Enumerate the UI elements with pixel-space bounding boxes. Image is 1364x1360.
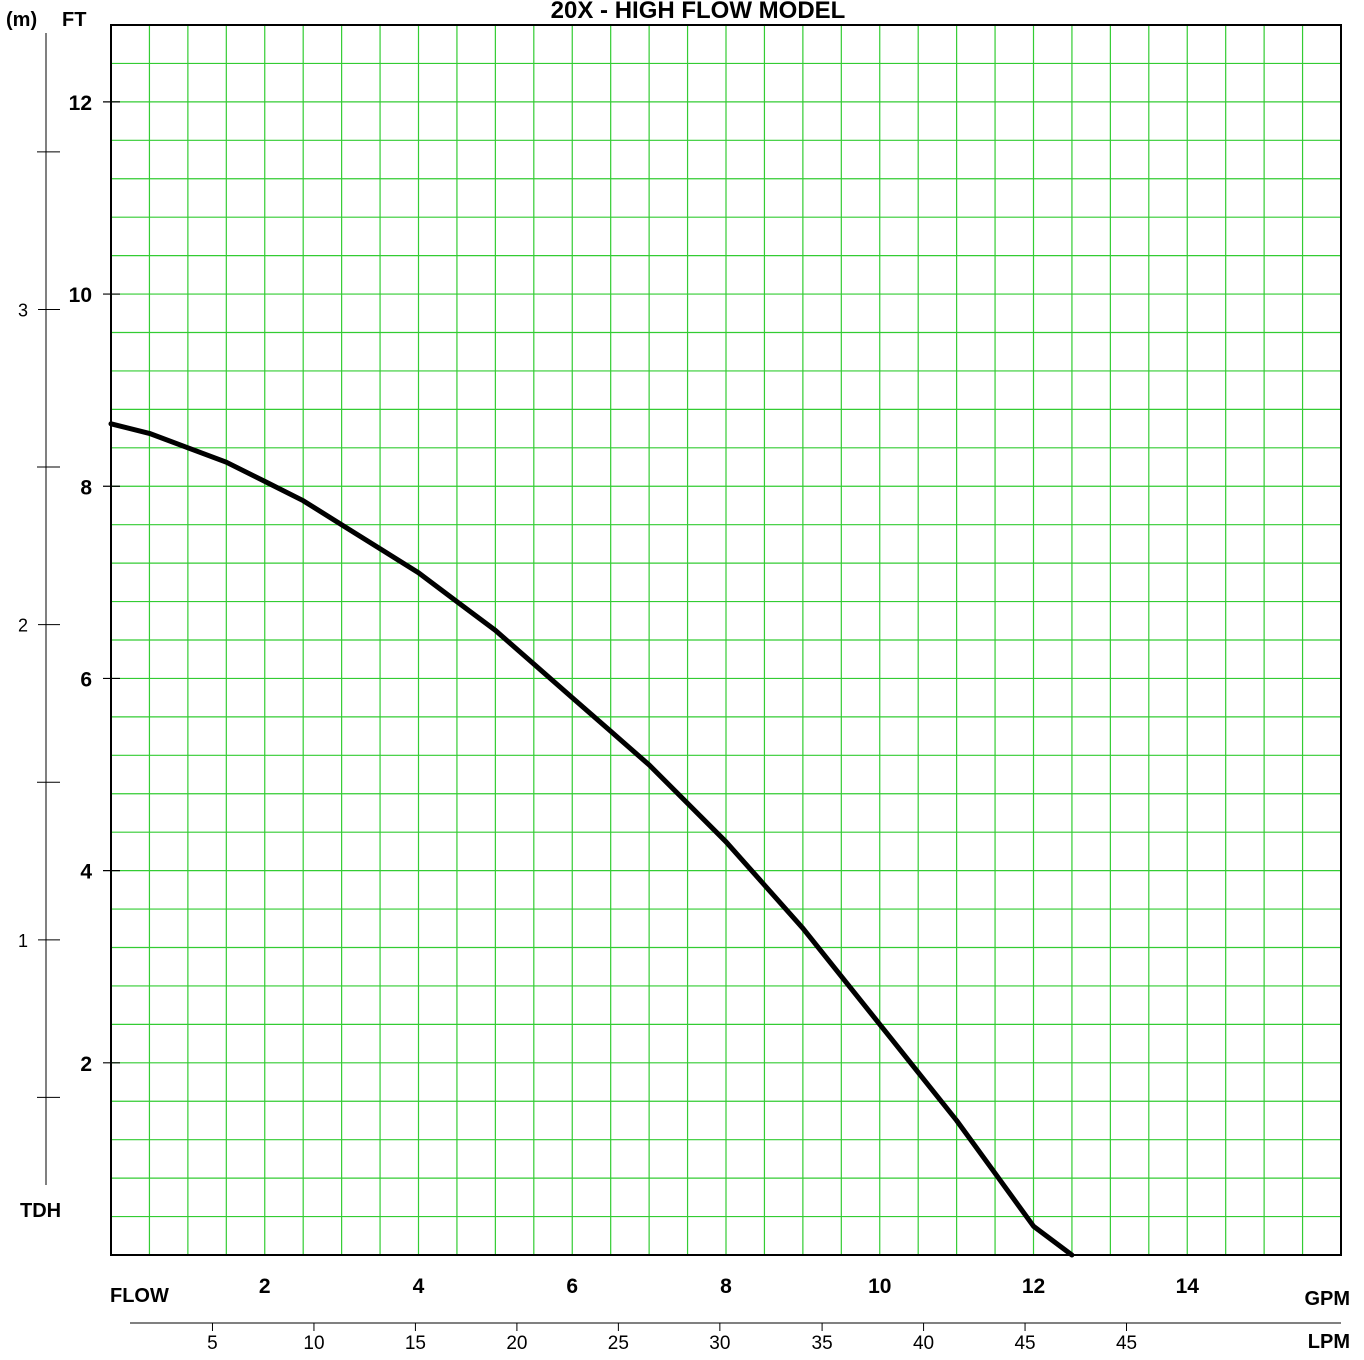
y-unit-feet: FT	[62, 9, 86, 31]
gpm-tick-label: 10	[868, 1275, 891, 1298]
y-unit-metric: (m)	[6, 9, 37, 31]
ft-tick-label: 2	[80, 1053, 92, 1076]
lpm-tick-label: 5	[207, 1333, 218, 1354]
lpm-tick-label: 40	[913, 1333, 934, 1354]
metric-tick-label: 3	[18, 300, 28, 320]
lpm-tick-label: 45	[1116, 1333, 1137, 1354]
x-axis-label: FLOW	[110, 1285, 169, 1307]
lpm-tick-label: 25	[608, 1333, 629, 1354]
y-axis-label: TDH	[20, 1200, 61, 1222]
lpm-tick-label: 35	[812, 1333, 833, 1354]
performance-curve	[108, 421, 1075, 1258]
plot-frame	[110, 24, 1342, 1256]
gpm-tick-label: 8	[720, 1275, 732, 1298]
gpm-tick-label: 12	[1022, 1275, 1045, 1298]
lpm-tick-label: 30	[709, 1333, 730, 1354]
gpm-tick-label: 2	[259, 1275, 271, 1298]
gpm-tick-label: 14	[1176, 1275, 1200, 1298]
lpm-tick-label: 20	[506, 1333, 527, 1354]
metric-tick-label: 2	[18, 616, 28, 636]
lpm-tick-label: 15	[405, 1333, 426, 1354]
grid	[111, 25, 1341, 1255]
gpm-tick-label: 6	[566, 1275, 578, 1298]
ft-tick-label: 4	[80, 861, 92, 884]
lpm-tick-label: 45	[1014, 1333, 1035, 1354]
ft-tick-label: 6	[80, 668, 92, 691]
series	[108, 421, 1075, 1258]
metric-tick-label: 1	[18, 931, 28, 951]
chart-title: 20X - HIGH FLOW MODEL	[551, 0, 846, 24]
gpm-tick-label: 4	[413, 1275, 425, 1298]
x-unit-gpm: GPM	[1304, 1288, 1350, 1310]
ft-tick-label: 8	[80, 476, 92, 499]
lpm-tick-label: 10	[303, 1333, 324, 1354]
ft-tick-label: 10	[69, 284, 92, 307]
x-unit-lpm: LPM	[1308, 1331, 1350, 1353]
ft-tick-label: 12	[69, 92, 92, 115]
axes	[37, 24, 1342, 1331]
